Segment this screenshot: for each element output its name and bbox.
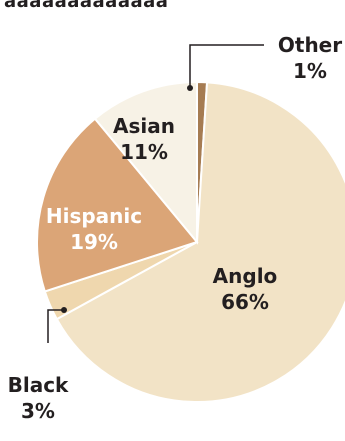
slice-label-anglo: Anglo — [213, 264, 278, 288]
slice-label-black: Black — [8, 373, 69, 397]
slice-value-hispanic: 19% — [70, 230, 118, 254]
leader-dot-black — [61, 307, 67, 313]
leader-line-other — [189, 44, 264, 88]
slice-value-anglo: 66% — [221, 290, 269, 314]
leader-dot-other — [187, 85, 193, 91]
slice-value-other: 1% — [293, 59, 327, 83]
slice-label-asian: Asian — [113, 114, 175, 138]
pie-slice-hispanic — [36, 117, 199, 293]
slice-label-hispanic: Hispanic — [46, 204, 142, 228]
pie-slice-asian — [93, 80, 198, 245]
leader-line-black — [47, 309, 64, 343]
header-fragment: aaaaaaaaaaaaa — [4, 0, 169, 12]
slice-label-other: Other — [278, 33, 342, 57]
pie-slice-anglo — [55, 81, 345, 403]
slice-value-asian: 11% — [120, 140, 168, 164]
slice-value-black: 3% — [21, 399, 55, 423]
